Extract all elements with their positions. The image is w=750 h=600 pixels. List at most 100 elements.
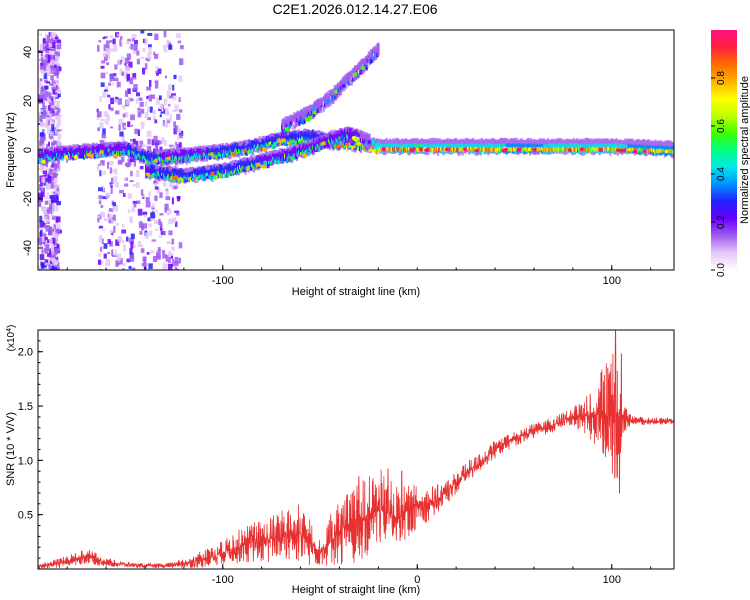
noise-cell — [109, 229, 113, 234]
noise-cell — [159, 221, 163, 228]
noise-cell — [122, 263, 127, 266]
noise-cell — [147, 53, 152, 60]
noise-cell — [176, 33, 181, 39]
noise-cell — [45, 224, 50, 232]
noise-cell — [139, 140, 144, 147]
noise-cell — [98, 235, 103, 243]
noise-cell — [101, 160, 105, 166]
noise-cell — [41, 113, 46, 119]
colorbar-label: Normalized spectral amplitude — [739, 76, 750, 224]
noise-cell — [46, 200, 51, 204]
noise-cell — [121, 223, 125, 228]
noise-cell — [39, 254, 45, 261]
noise-cell — [48, 96, 53, 99]
noise-cell — [45, 63, 51, 71]
noise-cell — [153, 53, 159, 59]
noise-cell — [174, 256, 179, 264]
colorbar-ticks: 0.0 0.2 0.4 0.6 0.8 — [711, 71, 727, 277]
noise-cell — [166, 211, 170, 216]
noise-cell — [174, 104, 179, 112]
noise-cell — [138, 161, 142, 165]
noise-cell — [168, 257, 171, 263]
noise-cell — [154, 186, 159, 190]
noise-cell — [50, 258, 54, 262]
noise-cell — [52, 173, 57, 179]
noise-cell — [39, 136, 45, 143]
noise-cell — [140, 30, 145, 34]
noise-cell — [56, 39, 62, 46]
noise-cell — [48, 133, 54, 139]
noise-cell — [133, 72, 136, 78]
noise-cell — [43, 225, 48, 228]
noise-cell — [148, 230, 153, 236]
spectrogram-y-tick-label: -20 — [22, 191, 34, 207]
noise-cell — [116, 81, 121, 88]
noise-cell — [147, 32, 153, 36]
noise-cell — [135, 98, 139, 104]
noise-cell — [126, 258, 131, 263]
noise-cell — [128, 61, 133, 68]
noise-cell — [132, 183, 137, 187]
noise-cell — [55, 256, 59, 263]
noise-cell — [104, 118, 107, 124]
noise-cell — [108, 216, 114, 224]
noise-cell — [178, 130, 184, 136]
noise-cell — [122, 244, 126, 252]
noise-cell — [56, 93, 61, 98]
noise-cell — [47, 207, 52, 214]
noise-cell — [155, 228, 159, 231]
noise-cell — [107, 239, 111, 244]
noise-cell — [140, 248, 145, 253]
noise-cell — [41, 86, 45, 92]
noise-cell — [46, 192, 50, 196]
noise-cell — [177, 40, 182, 44]
colorbar-tick-label: 0.8 — [716, 71, 727, 85]
trace-core — [303, 119, 306, 124]
noise-cell — [54, 128, 60, 135]
noise-cell — [110, 97, 115, 105]
noise-cell — [164, 107, 169, 115]
noise-cell — [144, 38, 148, 45]
noise-cell — [171, 246, 175, 251]
noise-cell — [117, 98, 123, 105]
noise-cell — [150, 94, 155, 100]
noise-cell — [40, 49, 44, 57]
noise-cell — [165, 49, 168, 53]
snr-axes: -100 0 100 0.5 1.0 1.5 2.0 — [18, 340, 652, 586]
noise-cell — [130, 114, 135, 121]
noise-cell — [113, 225, 116, 233]
noise-cell — [146, 59, 150, 62]
noise-cell — [38, 238, 42, 245]
trace-core — [277, 159, 280, 164]
spectrogram-panel: -100 100 -40 -20 0 20 40 Height of straight li… — [5, 29, 675, 298]
noise-cell — [159, 192, 163, 199]
noise-cell — [56, 129, 62, 132]
noise-cell — [162, 262, 166, 270]
noise-cell — [109, 182, 113, 185]
noise-cell — [127, 38, 131, 42]
noise-cell — [103, 243, 108, 249]
trace-core — [377, 51, 380, 55]
noise-cell — [140, 56, 145, 60]
trace-core — [346, 83, 349, 88]
noise-cell — [42, 38, 46, 44]
noise-cell — [56, 244, 60, 248]
noise-cell — [54, 94, 58, 98]
noise-cell — [107, 251, 111, 255]
noise-cell — [112, 202, 116, 207]
noise-cell — [114, 204, 119, 212]
noise-cell — [106, 62, 110, 66]
noise-cell — [44, 200, 49, 205]
colorbar-tick-label: 0.2 — [716, 215, 727, 229]
noise-cell — [53, 178, 58, 183]
noise-cell — [129, 156, 135, 163]
noise-cell — [163, 139, 167, 147]
noise-cell — [124, 162, 130, 167]
noise-cell — [104, 36, 108, 39]
noise-cell — [39, 175, 43, 183]
noise-cell — [46, 117, 52, 120]
noise-cell — [116, 182, 120, 188]
noise-cell — [142, 223, 148, 229]
noise-cell — [146, 106, 152, 113]
